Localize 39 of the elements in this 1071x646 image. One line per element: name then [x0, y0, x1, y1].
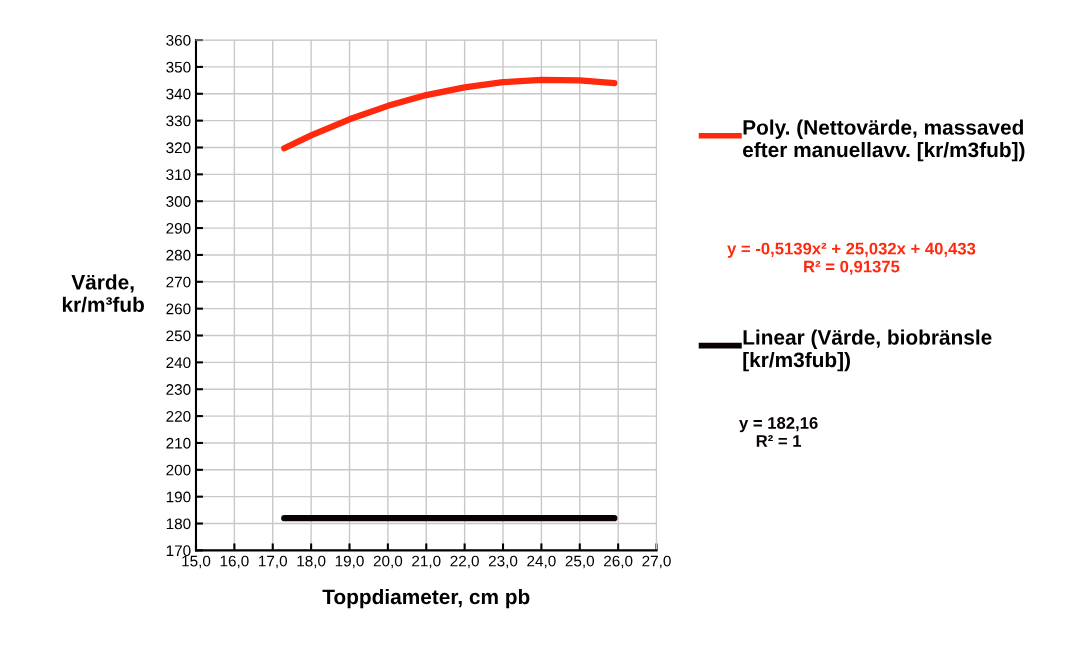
x-tick-label: 16,0: [220, 555, 249, 569]
x-tick-label: 19,0: [335, 555, 364, 569]
y-tick-label: 190: [166, 491, 191, 503]
x-tick-label: 27,0: [642, 555, 671, 569]
x-axis-title: Toppdiameter, cm pb: [322, 588, 530, 609]
x-tick-label: 23,0: [488, 555, 518, 569]
y-tick-label: 310: [166, 169, 191, 181]
y-tick-label: 360: [166, 34, 191, 46]
y-tick-label: 280: [166, 249, 191, 261]
x-tick-label: 20,0: [373, 555, 403, 569]
y-tick-label: 240: [166, 357, 191, 369]
y-tick-label: 210: [166, 437, 191, 449]
x-tick-label: 26,0: [604, 555, 633, 569]
y-tick-label: 170: [166, 545, 191, 557]
x-tick-label: 15,0: [182, 555, 211, 569]
y-axis-title: Värde, kr/m³fub: [62, 274, 144, 313]
y-tick-label: 180: [166, 518, 191, 530]
legend-label: Linear (Värde, biobränsle [kr/m3fub]): [743, 329, 992, 372]
x-tick-label: 25,0: [565, 555, 595, 569]
y-tick-label: 260: [166, 303, 191, 315]
y-tick-label: 200: [166, 464, 191, 476]
y-tick-label: 300: [166, 196, 191, 207]
legend-label: Poly. (Nettovärde, massaved efter manuellavv. [kr/m3fub]): [743, 119, 1025, 162]
y-tick-label: 330: [166, 115, 191, 127]
y-tick-label: 290: [166, 222, 191, 234]
y-tick-label: 250: [166, 330, 191, 342]
x-tick-label: 22,0: [450, 555, 479, 569]
x-tick-label: 17,0: [259, 555, 288, 569]
x-tick-label: 24,0: [527, 555, 556, 569]
text: y = 182,16 R² = 1: [739, 417, 818, 447]
y-tick-label: 270: [166, 276, 191, 288]
y-tick-label: 320: [166, 142, 191, 154]
text: y = -0,5139x² + 25,032x + 40,433 R² = 0,91375: [727, 242, 976, 275]
y-tick-label: 230: [166, 384, 191, 395]
y-tick-label: 340: [166, 88, 191, 100]
y-tick-label: 350: [166, 61, 191, 73]
y-tick-label: 220: [166, 410, 191, 422]
x-tick-label: 18,0: [297, 555, 326, 569]
x-tick-label: 21,0: [412, 555, 441, 569]
